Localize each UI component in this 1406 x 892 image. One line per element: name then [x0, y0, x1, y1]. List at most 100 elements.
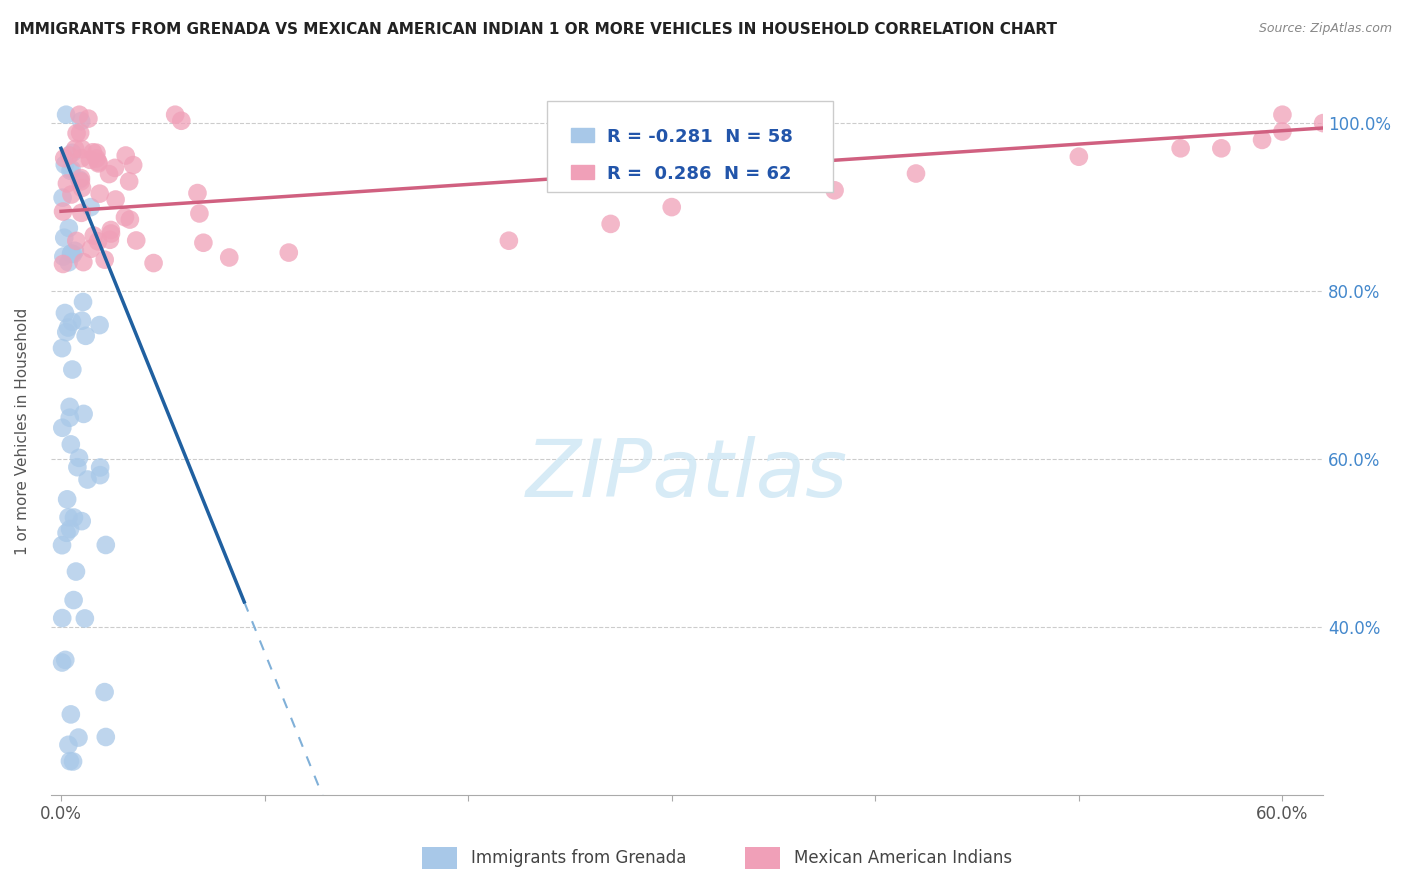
Text: Mexican American Indians: Mexican American Indians — [794, 849, 1012, 867]
Point — [122, 158, 145, 172]
Point — [67, 450, 90, 465]
Point — [66, 460, 89, 475]
Point — [70, 313, 93, 327]
Point — [86, 145, 108, 160]
Point — [104, 161, 127, 175]
Point — [72, 295, 94, 310]
Point — [67, 731, 90, 745]
Point — [100, 227, 122, 241]
Point — [89, 460, 111, 475]
Point — [80, 242, 103, 256]
Point — [73, 611, 96, 625]
Point — [170, 113, 193, 128]
Point — [125, 234, 148, 248]
Point — [94, 538, 117, 552]
Point — [661, 200, 683, 214]
Point — [52, 204, 75, 219]
Point — [599, 217, 621, 231]
Point — [62, 247, 84, 261]
Point — [63, 244, 86, 258]
Point — [62, 593, 84, 607]
Text: Immigrants from Grenada: Immigrants from Grenada — [471, 849, 686, 867]
Point — [51, 421, 73, 435]
Point — [98, 233, 121, 247]
Point — [72, 407, 94, 421]
Point — [55, 108, 77, 122]
Point — [1211, 141, 1233, 155]
Point — [60, 246, 83, 260]
Point — [118, 212, 141, 227]
Point — [89, 186, 111, 201]
Point — [53, 653, 76, 667]
Point — [65, 234, 87, 248]
Point — [1251, 133, 1274, 147]
Point — [60, 362, 83, 376]
Point — [58, 221, 80, 235]
Point — [59, 522, 82, 536]
Point — [904, 167, 927, 181]
Point — [52, 250, 75, 264]
Text: R =  0.286  N = 62: R = 0.286 N = 62 — [607, 165, 792, 183]
Point — [59, 754, 82, 768]
Point — [69, 126, 91, 140]
Point — [87, 155, 110, 169]
Point — [56, 177, 79, 191]
Y-axis label: 1 or more Vehicles in Household: 1 or more Vehicles in Household — [15, 308, 30, 556]
Point — [65, 126, 87, 140]
Point — [70, 181, 93, 195]
Point — [59, 163, 82, 178]
Point — [193, 235, 215, 250]
Point — [824, 183, 846, 197]
Point — [83, 228, 105, 243]
Point — [100, 223, 122, 237]
FancyBboxPatch shape — [571, 128, 595, 143]
Text: ZIPatlas: ZIPatlas — [526, 436, 848, 515]
Point — [55, 525, 77, 540]
Point — [87, 156, 110, 170]
Point — [82, 145, 104, 160]
Point — [70, 171, 93, 186]
Point — [86, 152, 108, 166]
Point — [77, 112, 100, 126]
Point — [70, 151, 93, 165]
Point — [114, 211, 136, 225]
Point — [63, 142, 86, 156]
Point — [165, 108, 187, 122]
Point — [1312, 116, 1334, 130]
Point — [53, 151, 76, 165]
Point — [188, 206, 211, 220]
Point — [59, 410, 82, 425]
Point — [65, 565, 87, 579]
Point — [52, 191, 75, 205]
Point — [94, 730, 117, 744]
Point — [93, 685, 115, 699]
Point — [89, 318, 111, 332]
Point — [51, 538, 73, 552]
Point — [1067, 150, 1090, 164]
Point — [87, 235, 110, 249]
Point — [60, 315, 83, 329]
FancyBboxPatch shape — [547, 101, 834, 192]
Point — [55, 325, 77, 339]
Point — [76, 473, 98, 487]
Point — [104, 193, 127, 207]
Point — [93, 252, 115, 267]
FancyBboxPatch shape — [571, 165, 595, 179]
Point — [56, 320, 79, 334]
Point — [53, 231, 76, 245]
Point — [114, 148, 136, 162]
Point — [75, 328, 97, 343]
Point — [62, 755, 84, 769]
Point — [56, 492, 79, 507]
Point — [51, 341, 73, 355]
Text: IMMIGRANTS FROM GRENADA VS MEXICAN AMERICAN INDIAN 1 OR MORE VEHICLES IN HOUSEHO: IMMIGRANTS FROM GRENADA VS MEXICAN AMERI… — [14, 22, 1057, 37]
Point — [1271, 108, 1294, 122]
Point — [59, 707, 82, 722]
Point — [1170, 141, 1192, 155]
Point — [58, 510, 80, 524]
Point — [142, 256, 165, 270]
Point — [70, 206, 93, 220]
Point — [70, 114, 93, 128]
Point — [58, 255, 80, 269]
Point — [89, 468, 111, 483]
